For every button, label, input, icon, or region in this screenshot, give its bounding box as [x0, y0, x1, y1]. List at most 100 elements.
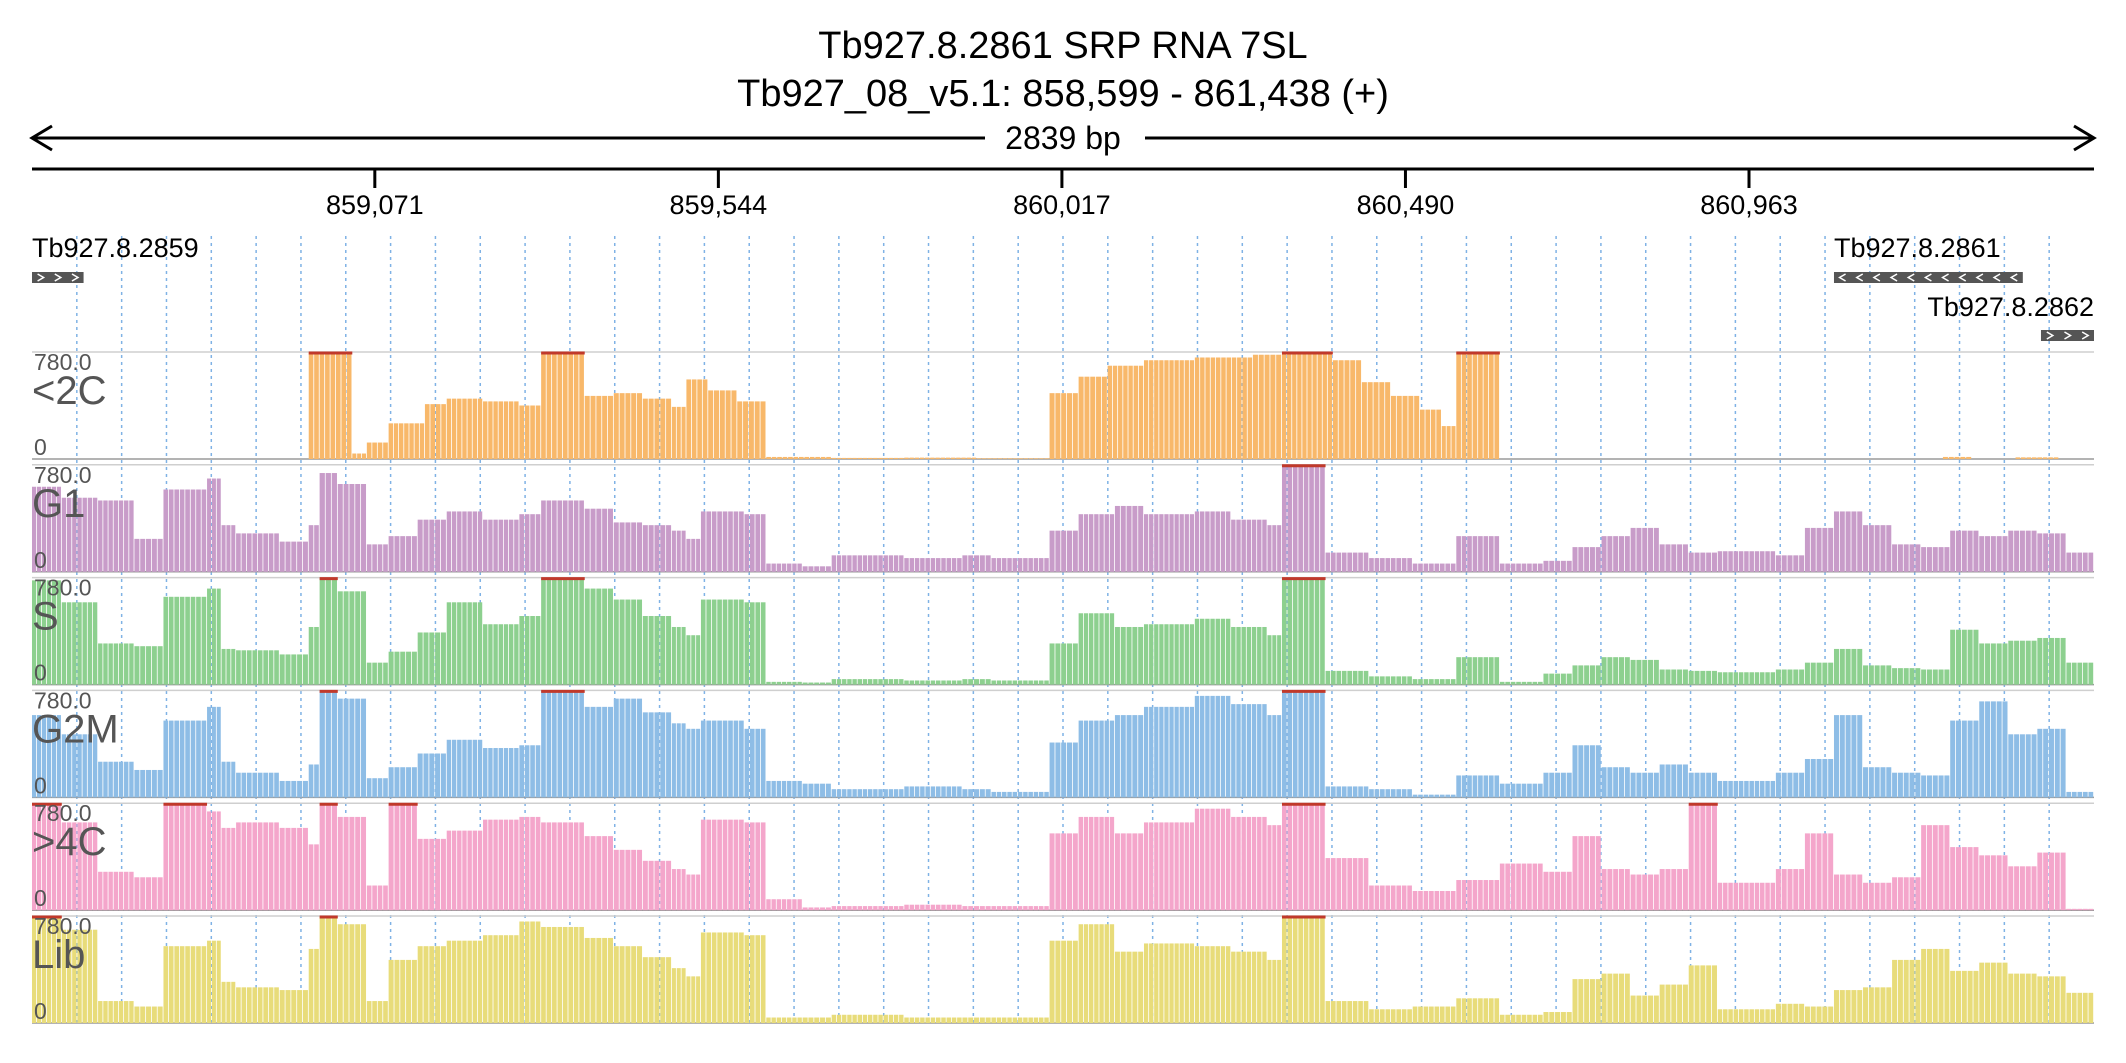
coverage-bar	[1494, 998, 1500, 1023]
coverage-bar	[1379, 382, 1385, 459]
coverage-bar	[514, 401, 519, 459]
coverage-bar	[1169, 822, 1174, 911]
coverage-bar	[1429, 1006, 1434, 1023]
coverage-bar	[631, 599, 637, 685]
coverage-bar	[1833, 715, 1839, 798]
coverage-bar	[472, 940, 478, 1023]
coverage-bar	[508, 519, 514, 572]
coverage-bar	[654, 398, 660, 459]
coverage-bar	[1215, 357, 1221, 459]
coverage-bar	[66, 602, 72, 685]
coverage-bar	[1961, 530, 1967, 572]
coverage-bar	[1472, 352, 1478, 459]
coverage-bar	[1648, 659, 1654, 685]
coverage-bar	[1549, 772, 1555, 798]
coverage-bar	[1138, 626, 1144, 685]
coverage-bar	[888, 789, 894, 798]
coverage-bar	[847, 555, 852, 572]
coverage-bar	[1560, 560, 1566, 572]
coverage-bar	[196, 946, 201, 1023]
coverage-bar	[1483, 657, 1489, 685]
coverage-bar	[1915, 877, 1921, 911]
coverage-bar	[1332, 360, 1338, 459]
coverage-bar	[1138, 951, 1144, 1023]
coverage-bar	[383, 442, 388, 459]
coverage-bar	[1236, 704, 1241, 798]
coverage-bar	[1744, 882, 1749, 911]
coverage-bar	[1407, 789, 1412, 798]
coverage-bar	[1749, 882, 1754, 911]
coverage-bar	[1303, 803, 1309, 911]
coverage-bar	[1799, 669, 1805, 685]
coverage-bar	[467, 511, 472, 572]
coverage-bar	[2037, 728, 2043, 798]
coverage-bar	[1390, 676, 1396, 685]
coverage-bar	[2048, 637, 2054, 685]
coverage-bar	[1516, 681, 1521, 685]
coverage-bar	[1682, 544, 1688, 572]
coverage-bar	[1094, 924, 1099, 1023]
coverage-bar	[508, 624, 514, 685]
coverage-bar	[1331, 670, 1336, 685]
coverage-bar	[146, 1006, 152, 1023]
coverage-bar	[1401, 789, 1407, 798]
coverage-bar	[1926, 775, 1932, 798]
coverage-bar	[393, 423, 399, 459]
coverage-bar	[355, 924, 361, 1023]
coverage-bar	[1671, 869, 1677, 911]
coverage-bar	[1154, 360, 1159, 459]
coverage-bar	[847, 679, 852, 685]
coverage-bar	[878, 555, 883, 572]
coverage-bar	[377, 442, 383, 459]
coverage-bar	[319, 916, 325, 1023]
coverage-bar	[1636, 527, 1642, 572]
coverage-bar	[1781, 772, 1787, 798]
coverage-bar	[1510, 1014, 1516, 1023]
coverage-bar	[976, 458, 982, 459]
coverage-bar	[1314, 803, 1320, 911]
coverage-bar	[113, 761, 119, 798]
coverage-bar	[361, 453, 367, 459]
coverage-bar	[72, 929, 77, 1023]
coverage-bar	[797, 1017, 802, 1023]
coverage-bar	[596, 836, 602, 911]
coverage-bar	[1494, 536, 1500, 572]
coverage-bar	[1425, 409, 1431, 459]
coverage-bar	[451, 739, 457, 798]
coverage-bar	[1456, 998, 1461, 1023]
coverage-bar	[1478, 775, 1483, 798]
coverage-bar	[739, 599, 744, 685]
strand-arrow-icon	[2081, 331, 2090, 340]
coverage-bar	[1126, 626, 1132, 685]
coverage-bar	[1985, 536, 1991, 572]
coverage-bar	[435, 404, 441, 459]
coverage-bar	[168, 803, 174, 911]
coverage-bar	[2066, 552, 2072, 572]
coverage-bar	[1358, 1001, 1363, 1023]
coverage-bar	[642, 712, 648, 798]
coverage-bar	[377, 1001, 383, 1023]
coverage-bar	[314, 525, 319, 572]
coverage-bar	[297, 990, 303, 1023]
coverage-bar	[1630, 527, 1636, 572]
coverage-bar	[1385, 558, 1391, 572]
coverage-bar	[613, 522, 619, 572]
coverage-bar	[1439, 1006, 1445, 1023]
coverage-bar	[787, 899, 792, 911]
coverage-bar	[1868, 525, 1874, 572]
coverage-bar	[1401, 676, 1407, 685]
coverage-bar	[1184, 822, 1189, 911]
coverage-bar	[760, 822, 766, 911]
coverage-bar	[802, 1017, 808, 1023]
coverage-bar	[733, 720, 739, 798]
coverage-bar	[417, 753, 423, 798]
coverage-bar	[1272, 825, 1277, 911]
coverage-bar	[1938, 669, 1944, 685]
coverage-bar	[231, 981, 236, 1023]
coverage-bar	[118, 871, 124, 911]
coverage-bar	[308, 626, 314, 685]
coverage-bar	[1257, 519, 1262, 572]
coverage-bar	[825, 783, 831, 798]
coverage-bar	[1445, 679, 1451, 685]
coverage-bar	[1566, 560, 1572, 572]
